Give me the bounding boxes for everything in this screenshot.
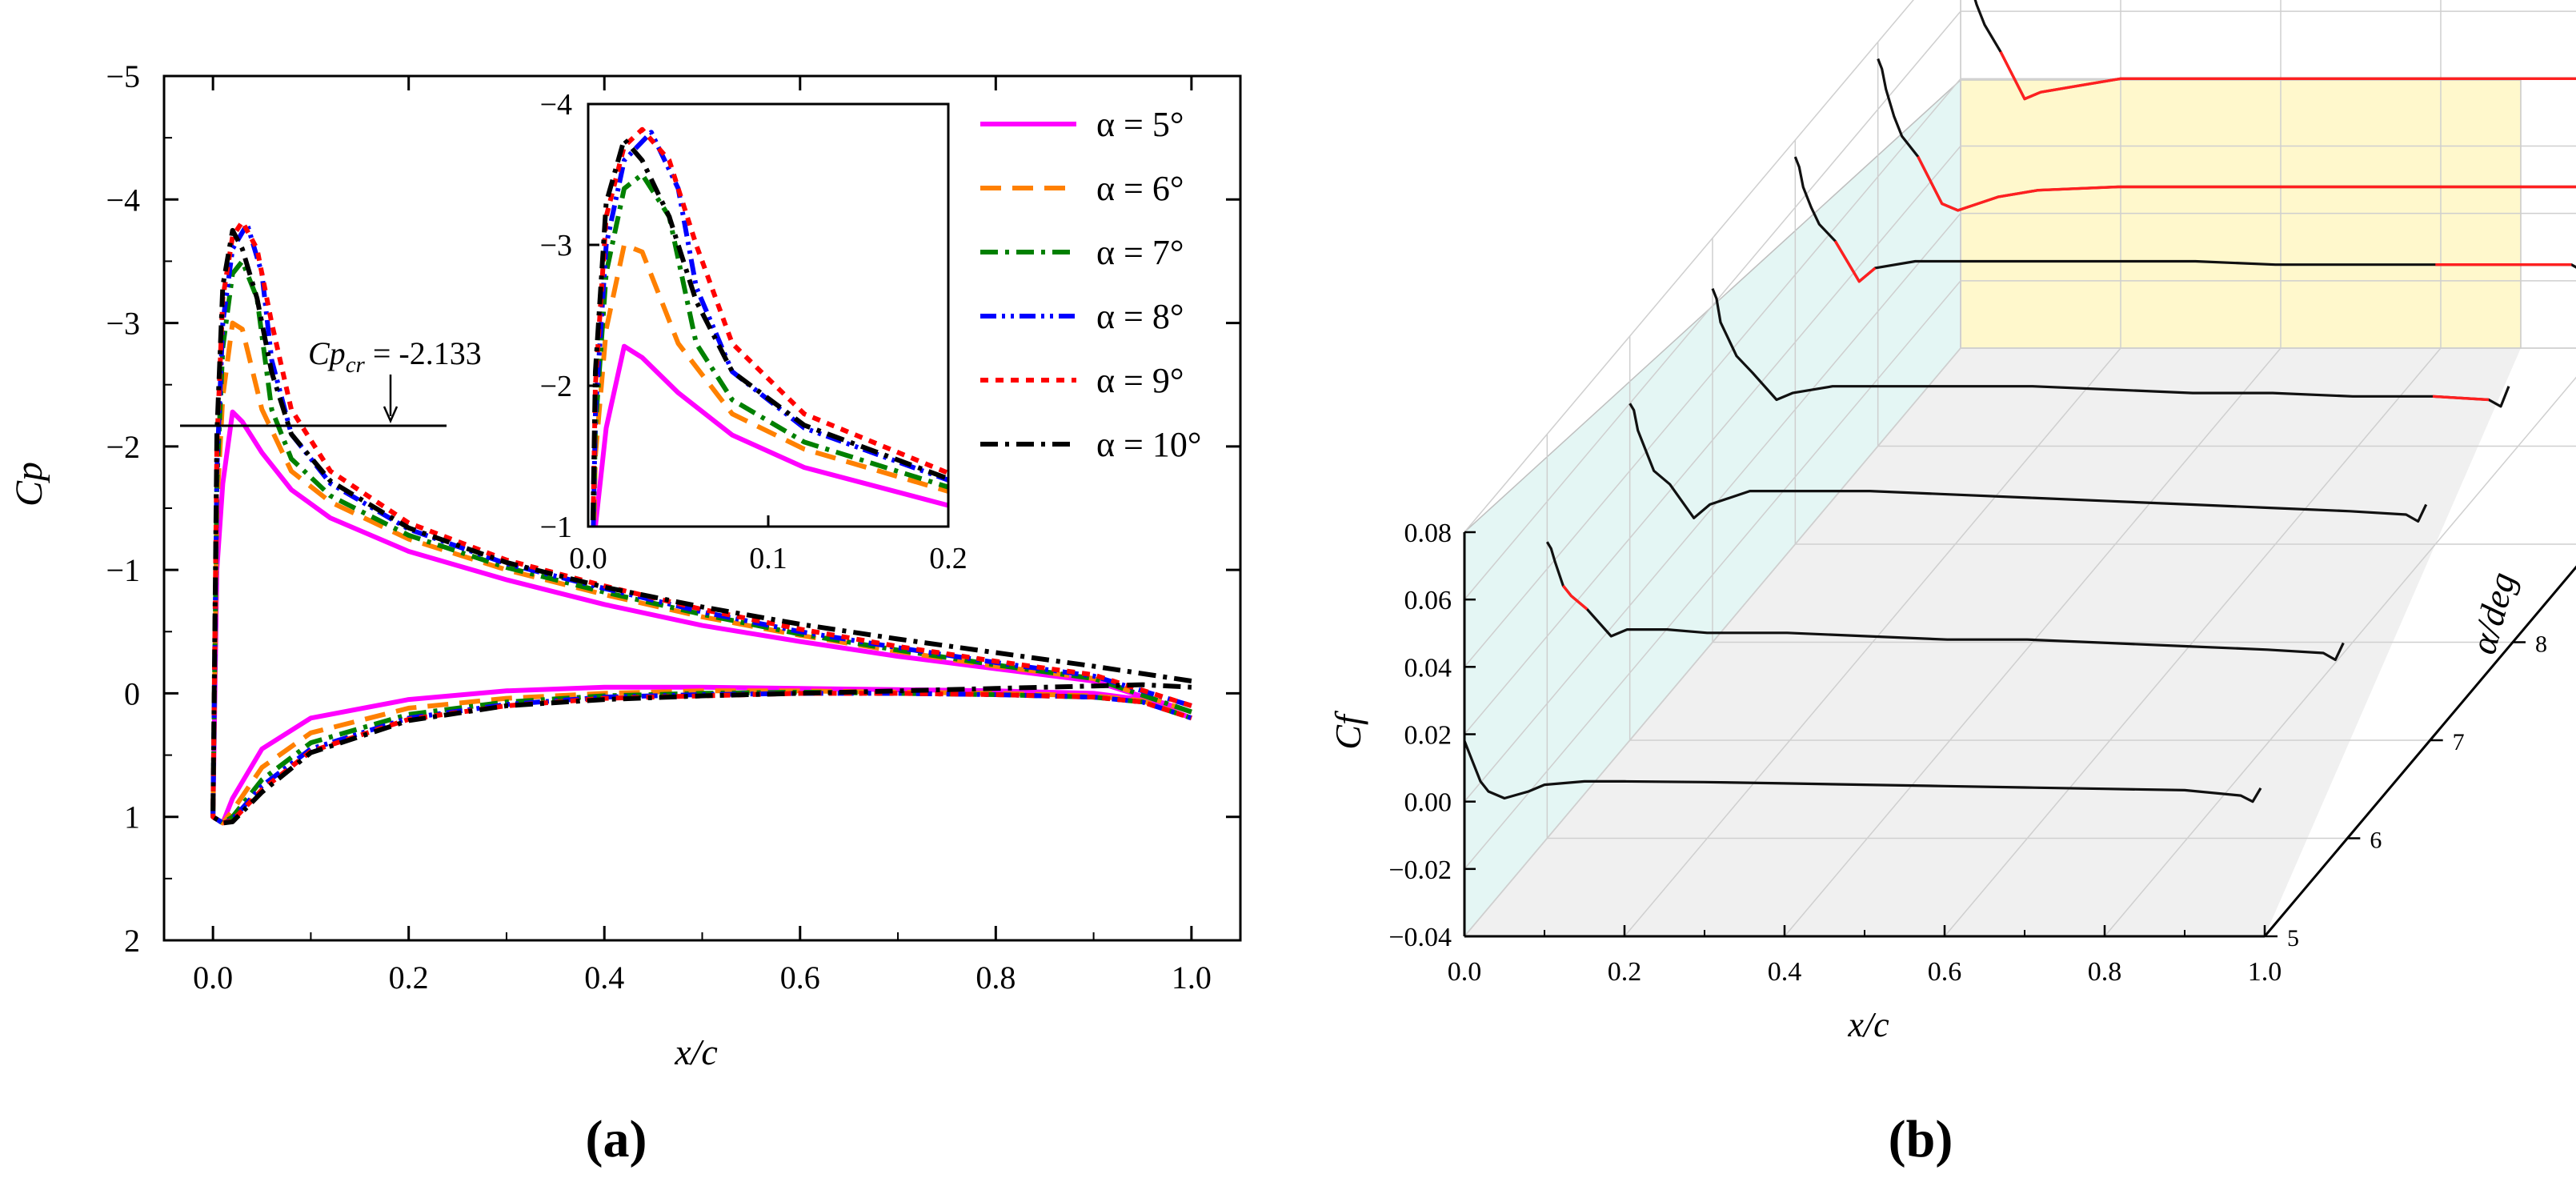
x-tick-label: 0.0 bbox=[193, 960, 233, 996]
b-alpha-tick-label: 6 bbox=[2370, 827, 2382, 854]
panel-b-zlabel: Cf bbox=[1328, 710, 1368, 750]
inset-y-tick-label: −2 bbox=[540, 370, 572, 403]
x-tick-label: 0.6 bbox=[780, 960, 820, 996]
x-tick-label: 0.2 bbox=[389, 960, 429, 996]
inset-y-tick-label: −3 bbox=[540, 229, 572, 262]
b-alpha-tick-label: 8 bbox=[2535, 631, 2547, 658]
inset-ticks: 0.0 0.1 0.2 −4 −3 −2 −1 bbox=[540, 88, 968, 575]
b-cf-tick-label: 0.04 bbox=[1404, 653, 1452, 683]
wall-grid-line bbox=[1464, 78, 1961, 667]
cp-critical-label: Cpcr = -2.133 bbox=[308, 335, 482, 378]
b-cf-tick-label: 0.08 bbox=[1404, 519, 1452, 548]
y-tick-label: −5 bbox=[106, 58, 140, 94]
b-x-tick-label: 0.4 bbox=[1768, 957, 1802, 987]
cf-series-line bbox=[1711, 288, 2510, 408]
inset-series-line bbox=[590, 137, 948, 527]
inset-series-line bbox=[592, 343, 948, 527]
cp-critical-arrow-head bbox=[383, 406, 399, 424]
b-alpha-tick-label: 5 bbox=[2287, 925, 2299, 952]
legend: α = 5° α = 6° α = 7° α = 8° α = 9° α = 10° bbox=[980, 105, 1201, 464]
panel-b-grid bbox=[1464, 0, 2576, 937]
cf-reversed-flow-segment bbox=[1561, 584, 1588, 611]
panel-b-xlabel: x/c bbox=[1847, 1005, 1889, 1044]
b-cf-tick-label: −0.04 bbox=[1388, 923, 1452, 952]
b-cf-tick-label: 0.00 bbox=[1404, 788, 1452, 818]
b-x-tick-label: 0.0 bbox=[1448, 957, 1482, 987]
panel-a: 0.0 0.2 0.4 0.6 0.8 1.0 −5 −4 −3 −2 −1 0 1 2 Cpcr = -… bbox=[8, 58, 1242, 1168]
b-cf-tick-label: 0.02 bbox=[1404, 721, 1452, 751]
wall-grid-line bbox=[1464, 280, 1961, 870]
y-tick-label: 2 bbox=[124, 923, 140, 959]
panel-b-curves bbox=[1463, 0, 2576, 803]
inset-curves bbox=[590, 126, 948, 527]
inset-y-tick-label: −1 bbox=[540, 511, 572, 544]
b-cf-tick-label: 0.06 bbox=[1404, 586, 1452, 615]
wall-grid-line bbox=[1464, 10, 1961, 600]
inset-series-line bbox=[590, 126, 948, 527]
wall-grid-line bbox=[1464, 0, 1914, 533]
legend-entry: α = 8° bbox=[1096, 297, 1184, 336]
inset-plot: 0.0 0.1 0.2 −4 −3 −2 −1 bbox=[540, 88, 968, 575]
y-tick-label: −2 bbox=[106, 429, 140, 465]
b-x-tick-label: 0.6 bbox=[1928, 957, 1962, 987]
panel-a-ylabel: Cp bbox=[8, 462, 50, 507]
back-wall-plane bbox=[1960, 79, 2522, 349]
inset-x-tick-label: 0.1 bbox=[749, 542, 787, 575]
panel-b-ylabel: α/deg bbox=[2462, 567, 2523, 658]
b-x-tick-label: 1.0 bbox=[2248, 957, 2282, 987]
b-alpha-tick-label: 7 bbox=[2453, 729, 2465, 755]
legend-entry: α = 6° bbox=[1096, 169, 1184, 208]
legend-entry: α = 7° bbox=[1096, 233, 1184, 272]
wall-grid-line bbox=[1464, 146, 1961, 735]
cf-reversed-flow-segment bbox=[2432, 395, 2490, 402]
panel-a-curves bbox=[210, 219, 1192, 826]
legend-entry: α = 5° bbox=[1096, 105, 1184, 144]
b-cf-tick-label: −0.02 bbox=[1388, 855, 1452, 885]
y-tick-label: 1 bbox=[124, 799, 140, 835]
panel-a-xlabel: x/c bbox=[674, 1032, 718, 1072]
b-x-tick-label: 0.8 bbox=[2088, 957, 2122, 987]
cf-reversed-flow-segment bbox=[1999, 50, 2576, 101]
panel-b: 0.0 0.2 0.4 0.6 0.8 1.0 0.08 0.06 0.04 0.02 0.00 −0… bbox=[1328, 0, 2576, 1168]
cf-series-line bbox=[1463, 740, 2262, 803]
wall-grid-line bbox=[1464, 213, 1961, 803]
y-tick-label: −4 bbox=[106, 182, 140, 218]
y-tick-label: 0 bbox=[124, 675, 140, 711]
x-tick-label: 0.8 bbox=[976, 960, 1016, 996]
b-x-tick-label: 0.2 bbox=[1608, 957, 1642, 987]
cf-series-line bbox=[1629, 403, 2428, 523]
panel-b-label: (b) bbox=[1889, 1110, 1953, 1168]
inset-x-tick-label: 0.2 bbox=[929, 542, 968, 575]
legend-entry: α = 9° bbox=[1096, 361, 1184, 400]
inset-background bbox=[588, 104, 948, 527]
panel-b-axes: 0.0 0.2 0.4 0.6 0.8 1.0 0.08 0.06 0.04 0.02 0.00 −0… bbox=[1388, 519, 2576, 987]
inset-x-tick-label: 0.0 bbox=[569, 542, 607, 575]
x-tick-label: 1.0 bbox=[1172, 960, 1212, 996]
inset-y-tick-label: −4 bbox=[540, 88, 572, 122]
y-tick-label: −3 bbox=[106, 306, 140, 342]
legend-entry: α = 10° bbox=[1096, 425, 1201, 464]
cf-reversed-flow-segment bbox=[1917, 155, 2576, 212]
wall-grid-line bbox=[1464, 347, 1961, 937]
panel-a-label: (a) bbox=[586, 1110, 647, 1168]
cf-reversed-flow-segment bbox=[1833, 240, 1877, 283]
y-tick-label: −1 bbox=[106, 552, 140, 588]
inset-series-line bbox=[591, 172, 948, 527]
panel-a-ticks: 0.0 0.2 0.4 0.6 0.8 1.0 −5 −4 −3 −2 −1 0 1 2 bbox=[106, 58, 1240, 996]
cp-series-line bbox=[210, 227, 1192, 826]
x-tick-label: 0.4 bbox=[584, 960, 624, 996]
